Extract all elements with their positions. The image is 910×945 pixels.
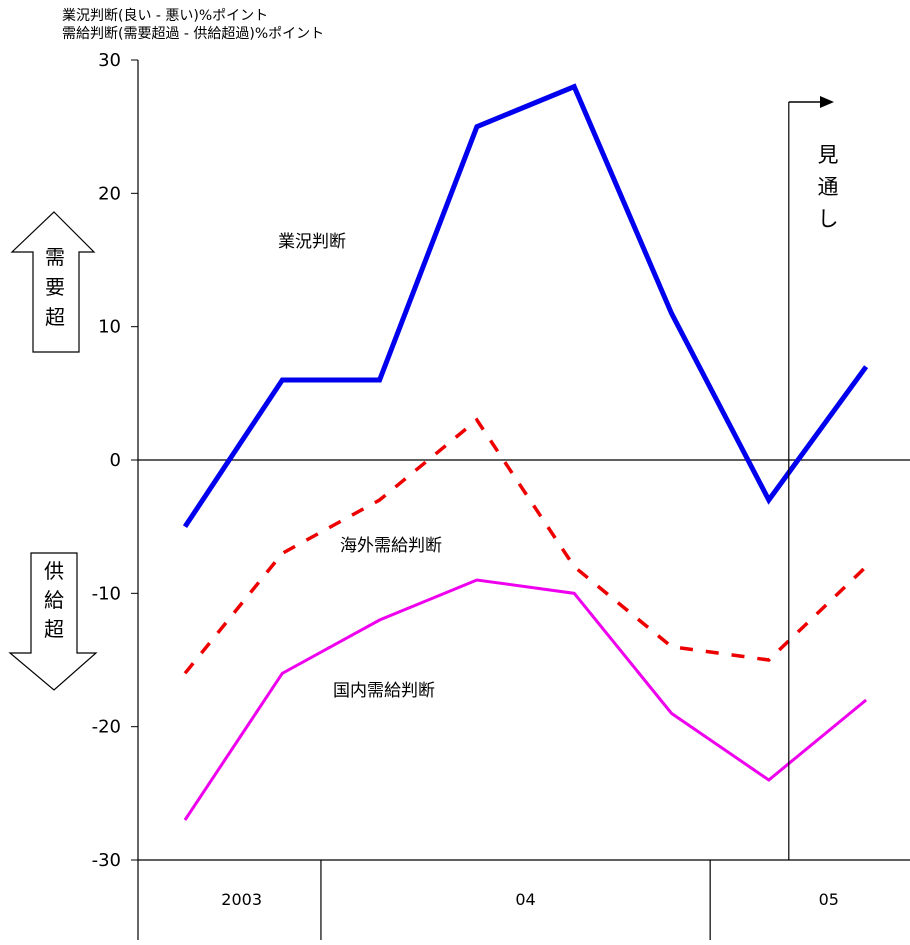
series-label: 業況判断 bbox=[278, 232, 346, 252]
series-line bbox=[183, 578, 868, 821]
x-group-label: 04 bbox=[515, 890, 535, 909]
y-axis-title-line: 業況判断(良い - 悪い)%ポイント bbox=[62, 8, 268, 24]
y-tick-label: 20 bbox=[98, 183, 121, 204]
y-axis-title-line: 需給判断(需要超過 - 供給超過)%ポイント bbox=[62, 26, 324, 42]
y-ticks: 30 20 10 0 -10 -20 -30 bbox=[92, 50, 138, 871]
demand-arrow-shape bbox=[10, 211, 96, 353]
series-line bbox=[183, 417, 868, 675]
axes bbox=[137, 60, 910, 940]
demand-arrow-char: 超 bbox=[45, 305, 65, 329]
demand-arrow-char: 需 bbox=[45, 245, 65, 269]
demand-arrow-char: 要 bbox=[45, 275, 65, 299]
x-group-label: 2003 bbox=[221, 890, 262, 909]
y-tick-label: -30 bbox=[92, 850, 121, 871]
forecast-label-char: 通 bbox=[818, 175, 839, 199]
supply-arrow-char: 供 bbox=[44, 559, 64, 583]
forecast-arrowhead bbox=[820, 96, 834, 108]
y-tick-label: -10 bbox=[92, 583, 121, 604]
forecast-label-char: 見 bbox=[818, 143, 839, 167]
series-line bbox=[182, 83, 869, 529]
x-group-label: 05 bbox=[819, 890, 839, 909]
series-label: 海外需給判断 bbox=[340, 536, 442, 556]
forecast-label-char: し bbox=[818, 207, 839, 231]
y-tick-label: 0 bbox=[110, 450, 121, 471]
series-label: 国内需給判断 bbox=[333, 681, 435, 701]
x-axis-groups: 2003 04 05 bbox=[221, 860, 839, 940]
supply-arrow-char: 給 bbox=[44, 588, 64, 612]
forecast-marker: 見通し bbox=[788, 96, 839, 860]
supply-arrow-shape bbox=[8, 552, 98, 691]
y-tick-label: 30 bbox=[98, 50, 121, 71]
y-tick-label: 10 bbox=[98, 317, 121, 338]
supply-arrow-char: 超 bbox=[44, 617, 64, 641]
y-tick-label: -20 bbox=[92, 717, 121, 738]
series-group bbox=[182, 83, 869, 821]
